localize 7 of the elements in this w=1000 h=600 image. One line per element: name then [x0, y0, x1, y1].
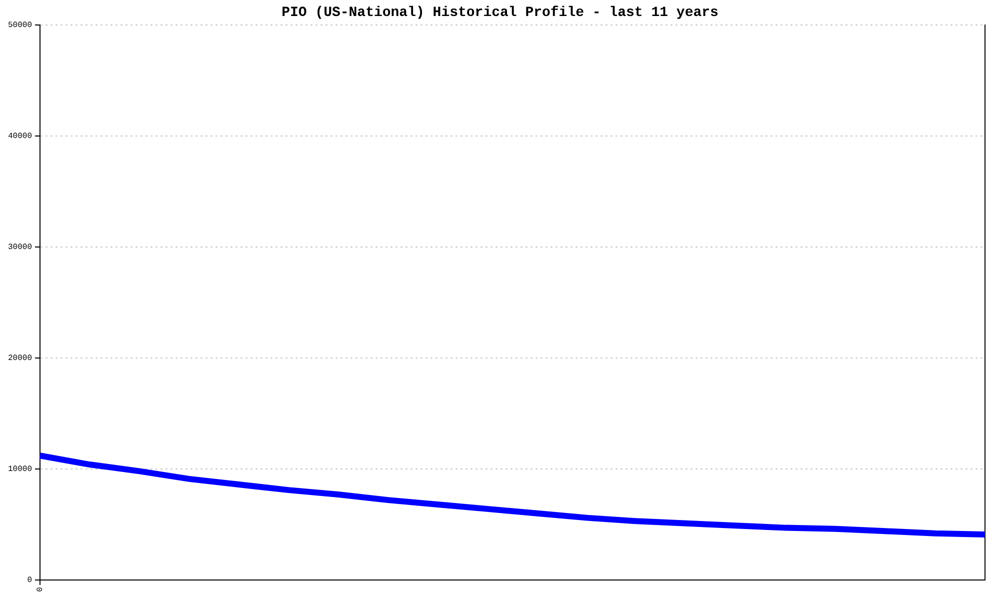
y-tick-label: 10000 — [8, 465, 32, 474]
y-tick-label: 0 — [27, 576, 32, 586]
y-tick-label: 30000 — [8, 243, 32, 252]
y-tick-label: 40000 — [8, 132, 32, 141]
chart-title: PIO (US-National) Historical Profile - last 11 years — [282, 4, 718, 21]
y-tick-label: 50000 — [8, 20, 32, 30]
y-tick-label: 20000 — [8, 354, 32, 364]
